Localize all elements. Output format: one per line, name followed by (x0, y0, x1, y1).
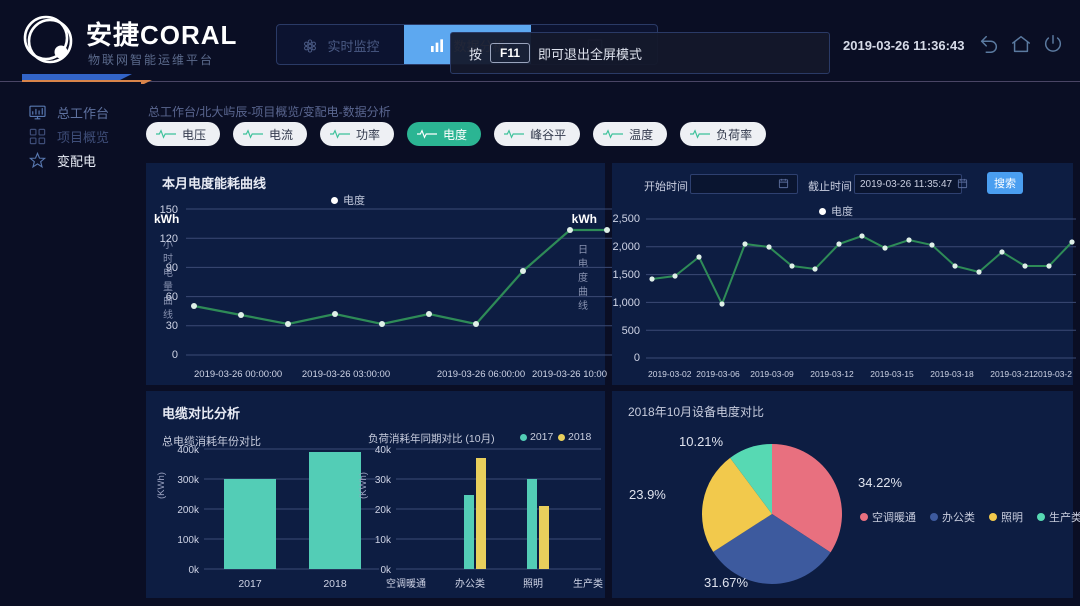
svg-text:2019-03-09: 2019-03-09 (750, 369, 794, 379)
svg-text:1,000: 1,000 (612, 297, 640, 309)
svg-text:400k: 400k (177, 445, 200, 456)
svg-text:10k: 10k (375, 535, 392, 546)
svg-text:办公类: 办公类 (455, 577, 485, 590)
svg-text:150: 150 (160, 204, 178, 216)
svg-text:100k: 100k (177, 535, 200, 546)
svg-text:2019-03-18: 2019-03-18 (930, 369, 974, 379)
svg-text:0k: 0k (188, 565, 200, 576)
svg-text:60: 60 (166, 291, 178, 303)
svg-text:0: 0 (172, 349, 178, 361)
svg-text:300k: 300k (177, 475, 200, 486)
svg-text:20k: 20k (375, 505, 392, 516)
svg-text:生产类: 生产类 (573, 577, 603, 590)
svg-text:2019-03-06: 2019-03-06 (696, 369, 740, 379)
svg-text:30: 30 (166, 320, 178, 332)
svg-text:2,500: 2,500 (612, 213, 640, 225)
svg-text:2017: 2017 (238, 578, 262, 590)
svg-text:2019-03-26 06:00:00: 2019-03-26 06:00:00 (437, 369, 525, 380)
svg-text:120: 120 (160, 233, 178, 245)
svg-text:2019-03-26 00:00:00: 2019-03-26 00:00:00 (194, 369, 282, 380)
svg-text:0k: 0k (380, 565, 392, 576)
svg-text:500: 500 (622, 325, 640, 337)
svg-text:90: 90 (166, 262, 178, 274)
svg-text:2,000: 2,000 (612, 241, 640, 253)
svg-text:34.22%: 34.22% (858, 475, 903, 490)
svg-text:23.9%: 23.9% (629, 487, 666, 502)
svg-text:30k: 30k (375, 475, 392, 486)
svg-text:2019-03-02: 2019-03-02 (648, 369, 692, 379)
svg-text:10.21%: 10.21% (679, 434, 724, 449)
svg-text:40k: 40k (375, 445, 392, 456)
svg-text:2019-03-26 03:00:00: 2019-03-26 03:00:00 (302, 369, 390, 380)
svg-text:2019-03-12: 2019-03-12 (810, 369, 854, 379)
svg-text:0: 0 (634, 352, 640, 364)
svg-text:照明: 照明 (523, 578, 543, 590)
svg-text:2019-03-26 10:00: 2019-03-26 10:00 (532, 369, 607, 380)
svg-text:1,500: 1,500 (612, 269, 640, 281)
svg-text:2018: 2018 (323, 578, 347, 590)
svg-text:31.67%: 31.67% (704, 575, 749, 590)
svg-text:空调暖通: 空调暖通 (386, 577, 426, 590)
svg-text:2019-03-2: 2019-03-2 (1033, 369, 1072, 379)
svg-text:2019-03-15: 2019-03-15 (870, 369, 914, 379)
svg-text:2019-03-21: 2019-03-21 (990, 369, 1034, 379)
svg-text:200k: 200k (177, 505, 200, 516)
